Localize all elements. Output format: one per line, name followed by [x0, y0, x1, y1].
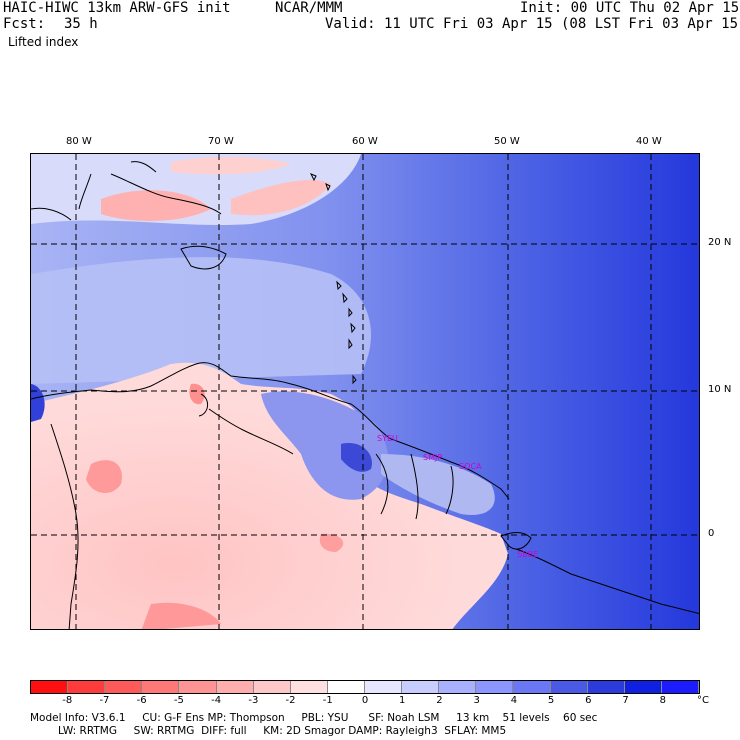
coastlines [31, 161, 699, 629]
colorbar-tick-label: 3 [473, 695, 480, 706]
colorbar-swatch [142, 681, 180, 693]
lon-label-50w: 50 W [494, 136, 520, 147]
org-label: NCAR/MMM [275, 0, 343, 16]
colorbar-tick-label: -5 [173, 695, 184, 706]
colorbar-swatch [179, 681, 217, 693]
colorbar-tick-label: 4 [510, 695, 518, 706]
colorbar-swatch [513, 681, 551, 693]
cuba-neg-field [101, 190, 211, 221]
colorbar-swatch [68, 681, 106, 693]
colorbar-swatch [253, 681, 291, 693]
site-label-sbbe: SBBE [517, 550, 538, 559]
colorbar-tick-label: -2 [285, 695, 296, 706]
lifted-index-map: SYEU SMJP SOCA SBBE [30, 153, 700, 630]
colorbar-swatch [105, 681, 143, 693]
south-america-field [31, 362, 508, 629]
lat-label-10n: 10 N [708, 384, 732, 395]
colorbar-tick-label: 7 [622, 695, 629, 706]
colorbar [30, 680, 700, 694]
guiana-blue-patch [261, 391, 388, 500]
colorbar-swatch [624, 681, 662, 693]
colorbar-tick-label: -1 [322, 695, 333, 706]
colorbar-tick-label: 1 [399, 695, 406, 706]
site-label-syeu: SYEU [377, 434, 398, 443]
lon-label-80w: 80 W [66, 136, 92, 147]
colorbar-tick-label: -6 [136, 695, 147, 706]
site-label-soca: SOCA [459, 462, 482, 471]
forecast-label: Fcst: [3, 16, 46, 32]
colorbar-swatch [402, 681, 440, 693]
colorbar-swatch [364, 681, 403, 693]
colorbar-tick-label: 5 [547, 695, 555, 706]
colorbar-tick-label: -8 [62, 695, 73, 706]
field-name: Lifted index [8, 35, 79, 49]
island-outlines [309, 173, 357, 385]
init-time: Init: 00 UTC Thu 02 Apr 15 [520, 0, 740, 16]
lat-label-equator: 0 [708, 528, 715, 539]
model-title: HAIC-HIWC 13km ARW-GFS init [3, 0, 231, 16]
amapa-blue-patch [381, 454, 495, 515]
colorbar-swatch [476, 681, 514, 693]
colorbar-swatch [290, 681, 328, 693]
colorbar-swatch [661, 681, 699, 693]
red-patch-2 [141, 602, 221, 629]
panama-blue-patch [31, 384, 45, 422]
colorbar-tick-label: 8 [659, 695, 666, 706]
lat-label-20n: 20 N [708, 237, 732, 248]
guiana-deep-blue [341, 443, 372, 472]
bahamas-neg-field [171, 156, 291, 175]
colorbar-tick-label: -3 [248, 695, 259, 706]
colorbar-swatch [439, 681, 477, 693]
colorbar-unit: °C [697, 695, 709, 706]
graticule [31, 154, 699, 629]
hispaniola-neg-field [231, 179, 331, 216]
colorbar-swatch [587, 681, 625, 693]
caribbean-field [31, 257, 371, 384]
red-patch-4 [189, 383, 205, 405]
colorbar-tick-label: -7 [99, 695, 110, 706]
colorbar-swatch [31, 681, 69, 693]
red-patch-3 [319, 533, 344, 552]
model-info-line2: LW: RRTMG SW: RRTMG DIFF: full KM: 2D Sm… [58, 725, 507, 737]
map-canvas: SYEU SMJP SOCA SBBE [31, 154, 699, 629]
red-patch-1 [86, 460, 122, 494]
forecast-hours: 35 h [64, 16, 98, 32]
colorbar-swatch [216, 681, 254, 693]
colorbar-swatch [327, 681, 365, 693]
colorbar-tick-label: 6 [585, 695, 592, 706]
model-info-line1: Model Info: V3.6.1 CU: G-F Ens MP: Thomp… [30, 712, 598, 724]
lon-label-60w: 60 W [352, 136, 378, 147]
valid-time: Valid: 11 UTC Fri 03 Apr 15 (08 LST Fri … [325, 16, 740, 32]
colorbar-tick-label: 0 [361, 695, 369, 706]
colorbar-swatch [550, 681, 588, 693]
colorbar-tick-label: 2 [436, 695, 443, 706]
lon-label-70w: 70 W [208, 136, 234, 147]
lon-label-40w: 40 W [636, 136, 662, 147]
site-label-smjp: SMJP [423, 453, 442, 462]
colorbar-tick-label: -4 [211, 695, 222, 706]
